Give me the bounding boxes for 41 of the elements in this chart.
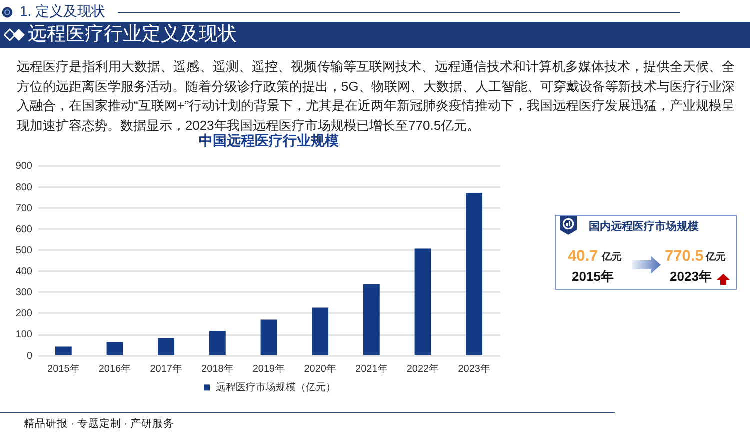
x-tick-label: 2019年 bbox=[252, 362, 286, 375]
y-tick-label: 700 bbox=[16, 203, 33, 214]
text: 2015年 bbox=[572, 269, 614, 285]
text: 1. 定义及现状 bbox=[20, 2, 106, 20]
text: 40.7 bbox=[568, 248, 598, 266]
bar bbox=[106, 342, 124, 356]
x-tick-label: 2020年 bbox=[304, 362, 336, 375]
text: 770.5 bbox=[665, 248, 704, 266]
y-tick-label: 800 bbox=[16, 182, 33, 194]
bar bbox=[260, 320, 278, 356]
x-tick-label: 2022年 bbox=[406, 362, 440, 375]
y-tick-label: 200 bbox=[16, 308, 33, 320]
text: 远程医疗行业定义及现状 bbox=[28, 23, 237, 47]
bar bbox=[158, 338, 175, 356]
y-tick-label: 500 bbox=[16, 245, 33, 256]
text: 国内远程医疗市场规模 bbox=[589, 220, 699, 235]
bar bbox=[312, 308, 329, 356]
x-tick-label: 2021年 bbox=[356, 362, 388, 375]
bar bbox=[363, 284, 380, 356]
y-tick-label: 300 bbox=[16, 288, 33, 299]
y-tick-label: 400 bbox=[16, 266, 33, 278]
x-tick-label: 2016年 bbox=[98, 362, 132, 375]
x-tick-label: 2023年 bbox=[458, 362, 490, 375]
bar bbox=[466, 192, 483, 356]
bar bbox=[414, 248, 432, 356]
x-tick-label: 2015年 bbox=[48, 362, 80, 375]
text: 亿元 bbox=[602, 252, 622, 264]
text: 远程医疗是指利用大数据、遥感、遥测、遥控、视频传输等互联网技术、远程通信技术和计算机多媒体技术，提供全天候、全方位的远距离医学服务活动。随着分级诊疗政策的提出，5G、物联网、大数据、人工智能、可穿戴设备等新技术与医疗行业深入融合，在国家推动“互联网+”行动计划的背景下，尤其是在近两年新冠肺炎疫情推动下，我国远程医疗发展迅猛，产业规模呈现加速扩容态势。数据显示，2023年我国远程医疗市场规模已增长至770.5亿元。 bbox=[17, 58, 735, 134]
bar bbox=[55, 346, 72, 356]
y-tick-label: 0 bbox=[26, 350, 33, 362]
y-tick-label: 900 bbox=[16, 161, 33, 172]
x-tick-label: 2017年 bbox=[150, 362, 182, 375]
text: 2023年 bbox=[670, 269, 712, 285]
bar bbox=[209, 331, 226, 356]
text: 亿元 bbox=[706, 252, 726, 264]
y-tick-label: 600 bbox=[16, 224, 33, 236]
x-tick-label: 2018年 bbox=[202, 362, 234, 375]
text: 精品研报 · 专题定制 · 产研服务 bbox=[24, 417, 175, 431]
chart-title: 中国远程医疗行业规模 bbox=[199, 132, 340, 149]
y-tick-label: 100 bbox=[16, 330, 33, 341]
legend-label: 远程医疗市场规模（亿元） bbox=[216, 382, 336, 394]
